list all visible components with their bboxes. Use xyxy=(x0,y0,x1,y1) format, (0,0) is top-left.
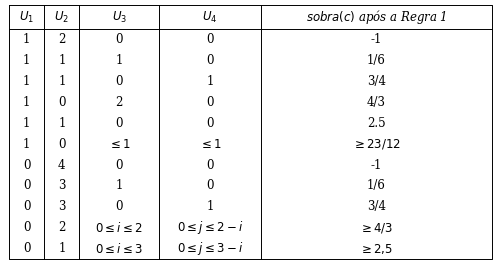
Text: 1: 1 xyxy=(116,179,123,193)
Text: $U_1$: $U_1$ xyxy=(19,10,34,25)
Text: 2: 2 xyxy=(116,96,123,109)
Text: $U_2$: $U_2$ xyxy=(54,10,69,25)
Text: 1: 1 xyxy=(23,75,30,88)
Text: $U_4$: $U_4$ xyxy=(202,10,218,25)
Text: 2.5: 2.5 xyxy=(367,117,385,130)
Text: 0: 0 xyxy=(206,179,214,193)
Text: 3: 3 xyxy=(58,200,66,213)
Text: 0: 0 xyxy=(23,242,30,255)
Text: $\geq 23/12$: $\geq 23/12$ xyxy=(352,137,401,151)
Text: -1: -1 xyxy=(371,33,382,46)
Text: 3/4: 3/4 xyxy=(367,75,386,88)
Text: 4: 4 xyxy=(58,159,66,171)
Text: 0: 0 xyxy=(116,33,123,46)
Text: 0: 0 xyxy=(116,200,123,213)
Text: 3: 3 xyxy=(58,179,66,193)
Text: 0: 0 xyxy=(206,96,214,109)
Text: 0: 0 xyxy=(206,117,214,130)
Text: $\geq 2{,}5$: $\geq 2{,}5$ xyxy=(360,242,393,256)
Text: 2: 2 xyxy=(58,221,66,234)
Text: 1: 1 xyxy=(23,138,30,151)
Text: 0: 0 xyxy=(58,138,66,151)
Text: 0: 0 xyxy=(58,96,66,109)
Text: 1: 1 xyxy=(206,200,214,213)
Text: 1: 1 xyxy=(206,75,214,88)
Text: 1/6: 1/6 xyxy=(367,179,386,193)
Text: 0: 0 xyxy=(116,159,123,171)
Text: $\geq 4/3$: $\geq 4/3$ xyxy=(359,221,393,235)
Text: $\leq 1$: $\leq 1$ xyxy=(199,138,221,151)
Text: 1: 1 xyxy=(58,117,66,130)
Text: 3/4: 3/4 xyxy=(367,200,386,213)
Text: $0 \leq j \leq 3-i$: $0 \leq j \leq 3-i$ xyxy=(177,240,243,257)
Text: 0: 0 xyxy=(23,179,30,193)
Text: 0: 0 xyxy=(116,117,123,130)
Text: $0 \leq i \leq 3$: $0 \leq i \leq 3$ xyxy=(95,242,143,256)
Text: 1: 1 xyxy=(58,54,66,67)
Text: 1: 1 xyxy=(23,54,30,67)
Text: 0: 0 xyxy=(23,221,30,234)
Text: 1: 1 xyxy=(23,33,30,46)
Text: $0 \leq j \leq 2-i$: $0 \leq j \leq 2-i$ xyxy=(177,219,243,236)
Text: $sobra(c)$ após a Regra 1: $sobra(c)$ após a Regra 1 xyxy=(306,8,447,26)
Text: $U_3$: $U_3$ xyxy=(112,10,127,25)
Text: -1: -1 xyxy=(371,159,382,171)
Text: 1: 1 xyxy=(23,96,30,109)
Text: 0: 0 xyxy=(116,75,123,88)
Text: 1: 1 xyxy=(116,54,123,67)
Text: $\leq 1$: $\leq 1$ xyxy=(108,138,131,151)
Text: 0: 0 xyxy=(23,159,30,171)
Text: 0: 0 xyxy=(23,200,30,213)
Text: 0: 0 xyxy=(206,159,214,171)
Text: 4/3: 4/3 xyxy=(367,96,386,109)
Text: 1/6: 1/6 xyxy=(367,54,386,67)
Text: $0 \leq i \leq 2$: $0 \leq i \leq 2$ xyxy=(95,221,143,235)
Text: 1: 1 xyxy=(58,242,66,255)
Text: 1: 1 xyxy=(23,117,30,130)
Text: 0: 0 xyxy=(206,54,214,67)
Text: 2: 2 xyxy=(58,33,66,46)
Text: 1: 1 xyxy=(58,75,66,88)
Text: 0: 0 xyxy=(206,33,214,46)
